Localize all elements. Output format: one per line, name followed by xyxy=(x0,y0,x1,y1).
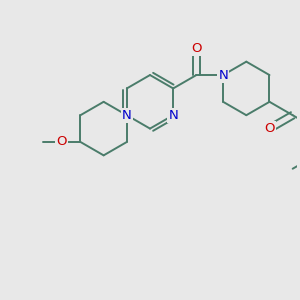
Text: N: N xyxy=(218,69,228,82)
Text: O: O xyxy=(56,136,67,148)
Text: N: N xyxy=(168,109,178,122)
Text: O: O xyxy=(191,42,202,55)
Text: O: O xyxy=(264,122,275,135)
Text: N: N xyxy=(122,109,132,122)
